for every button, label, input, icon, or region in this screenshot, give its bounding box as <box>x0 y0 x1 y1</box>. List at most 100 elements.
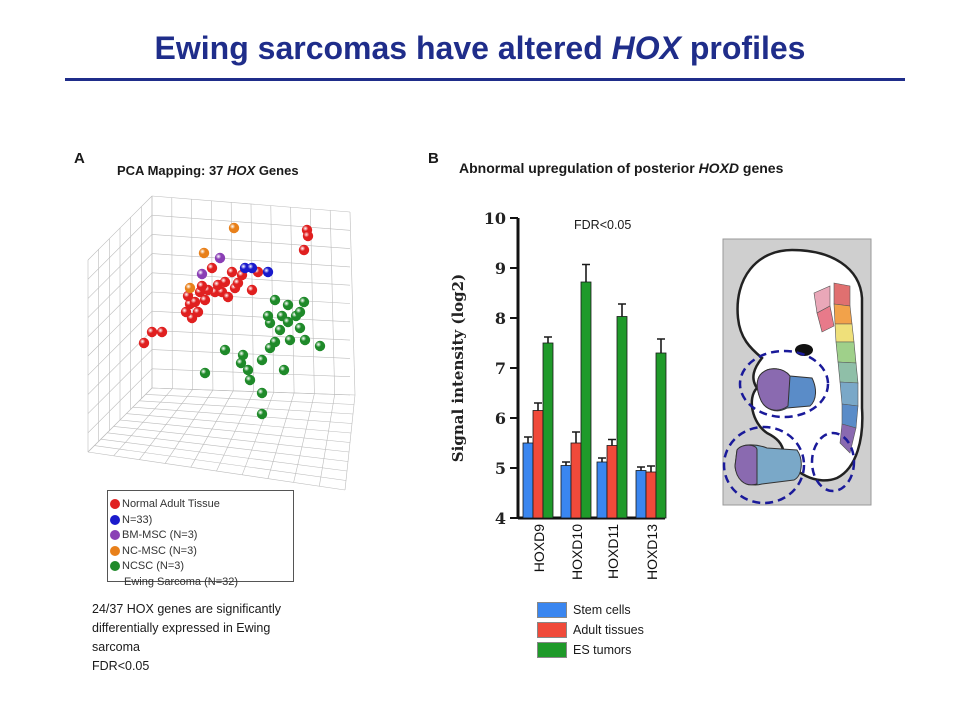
panel-b-heading: Abnormal upregulation of posterior HOXD … <box>459 160 784 176</box>
bar <box>570 442 582 519</box>
error-bar <box>544 336 552 343</box>
embryo-body <box>736 248 864 482</box>
pca-point <box>262 266 274 278</box>
error-bar <box>598 457 606 462</box>
pca-legend-item: NCSC (N=3) <box>110 559 184 573</box>
pca-point <box>256 408 268 420</box>
bar-legend-label: ES tumors <box>573 643 632 657</box>
x-category-label: HOXD13 <box>644 524 660 580</box>
pca-point <box>284 334 296 346</box>
bar <box>635 470 647 519</box>
panel-a-letter: A <box>74 150 85 167</box>
pca-points <box>138 222 326 420</box>
y-tick-label: 7 <box>495 359 506 378</box>
pca-point <box>294 322 306 334</box>
legend-dot-icon <box>110 514 120 525</box>
y-tick-label: 6 <box>495 409 506 428</box>
pca-point <box>212 279 224 291</box>
tail-circle <box>810 431 856 493</box>
fdr-label: FDR<0.05 <box>574 218 632 232</box>
y-tick-label: 4 <box>495 509 506 528</box>
error-bar <box>637 466 645 471</box>
panel-a-heading: PCA Mapping: 37 HOX Genes <box>117 163 299 178</box>
pca-point <box>214 252 226 264</box>
pca-legend-item: Ewing Sarcoma (N=32) <box>110 575 238 589</box>
legend-dot-icon <box>110 561 120 571</box>
bar <box>580 281 592 519</box>
pca-point <box>299 334 311 346</box>
pca-point <box>244 374 256 386</box>
pca-point <box>232 277 244 289</box>
error-bar <box>572 431 580 443</box>
pca-legend-label: Ewing Sarcoma (N=32) <box>124 575 239 588</box>
pca-point <box>314 340 326 352</box>
slide-title: Ewing sarcomas have altered HOX profiles <box>154 30 806 66</box>
hindlimb-circle <box>722 425 806 505</box>
pca-legend-label: NCSC (N=3) <box>122 560 185 572</box>
pca-point <box>246 262 258 274</box>
legend-dot-icon <box>110 499 120 509</box>
legend-swatch-icon <box>537 642 567 658</box>
pca-point <box>138 337 150 349</box>
pca-point <box>274 324 286 336</box>
pca-point <box>242 364 254 376</box>
pca-point <box>228 222 240 234</box>
bar <box>655 352 667 519</box>
pca-point <box>298 244 310 256</box>
bar-legend-label: Adult tissues <box>573 623 644 637</box>
pca-point <box>264 342 276 354</box>
error-bar <box>647 465 655 472</box>
pca-legend-label: BM-MSC (N=3) <box>122 529 198 541</box>
pca-point <box>226 266 238 278</box>
note-line: FDR<0.05 <box>92 659 150 673</box>
note-line: sarcoma <box>92 640 140 654</box>
x-category-label: HOXD10 <box>569 524 585 580</box>
y-tick-label: 8 <box>495 309 506 328</box>
y-tick-label: 10 <box>484 209 506 228</box>
panel-a-note: 24/37 HOX genes are significantly differ… <box>92 600 332 676</box>
legend-dot-icon <box>110 530 120 540</box>
pca-point <box>235 357 247 369</box>
bar <box>616 316 628 519</box>
panel-b-letter: B <box>428 150 439 167</box>
bar-legend-item: ES tumors <box>537 642 631 658</box>
pca-point <box>282 299 294 311</box>
pca-point <box>199 367 211 379</box>
bar <box>532 410 544 519</box>
error-bar <box>608 438 616 446</box>
pca-point <box>269 294 281 306</box>
note-line: 24/37 HOX genes are significantly <box>92 602 281 616</box>
pca-point <box>156 326 168 338</box>
legend-dot-icon <box>110 545 120 556</box>
error-bar <box>618 303 626 317</box>
pca-legend-label: NC-MSC (N=3) <box>122 544 197 557</box>
x-category-label: HOXD9 <box>531 524 547 572</box>
pca-point <box>198 247 210 259</box>
pca-point <box>256 387 268 399</box>
pca-point <box>184 282 196 294</box>
pca-point <box>298 296 310 308</box>
bar <box>542 342 554 519</box>
y-tick-label: 9 <box>495 259 506 278</box>
pca-point <box>262 310 274 322</box>
pca-point <box>237 349 249 361</box>
pca-point <box>256 354 268 366</box>
pca-legend-item: NC-MSC (N=3) <box>110 544 197 558</box>
pca-point <box>199 294 211 306</box>
y-axis-label: Signal intensity (log2) <box>449 274 467 462</box>
pca-point <box>189 296 201 308</box>
pca-grid <box>87 195 356 491</box>
bar <box>596 461 608 519</box>
pca-point <box>222 291 234 303</box>
pca-legend: Normal Adult Tissue N=33) BM-MSC (N=3) NC-M… <box>107 490 294 588</box>
pca-point <box>180 306 192 318</box>
x-category-label: HOXD11 <box>605 524 621 579</box>
error-bar <box>562 461 570 466</box>
pca-legend-label: Normal Adult Tissue <box>122 498 220 510</box>
error-bar <box>657 338 665 353</box>
bar <box>645 471 657 519</box>
error-bar <box>534 402 542 411</box>
note-line: differentially expressed in Ewing <box>92 621 271 635</box>
bar-legend-item: Adult tissues <box>537 622 644 638</box>
